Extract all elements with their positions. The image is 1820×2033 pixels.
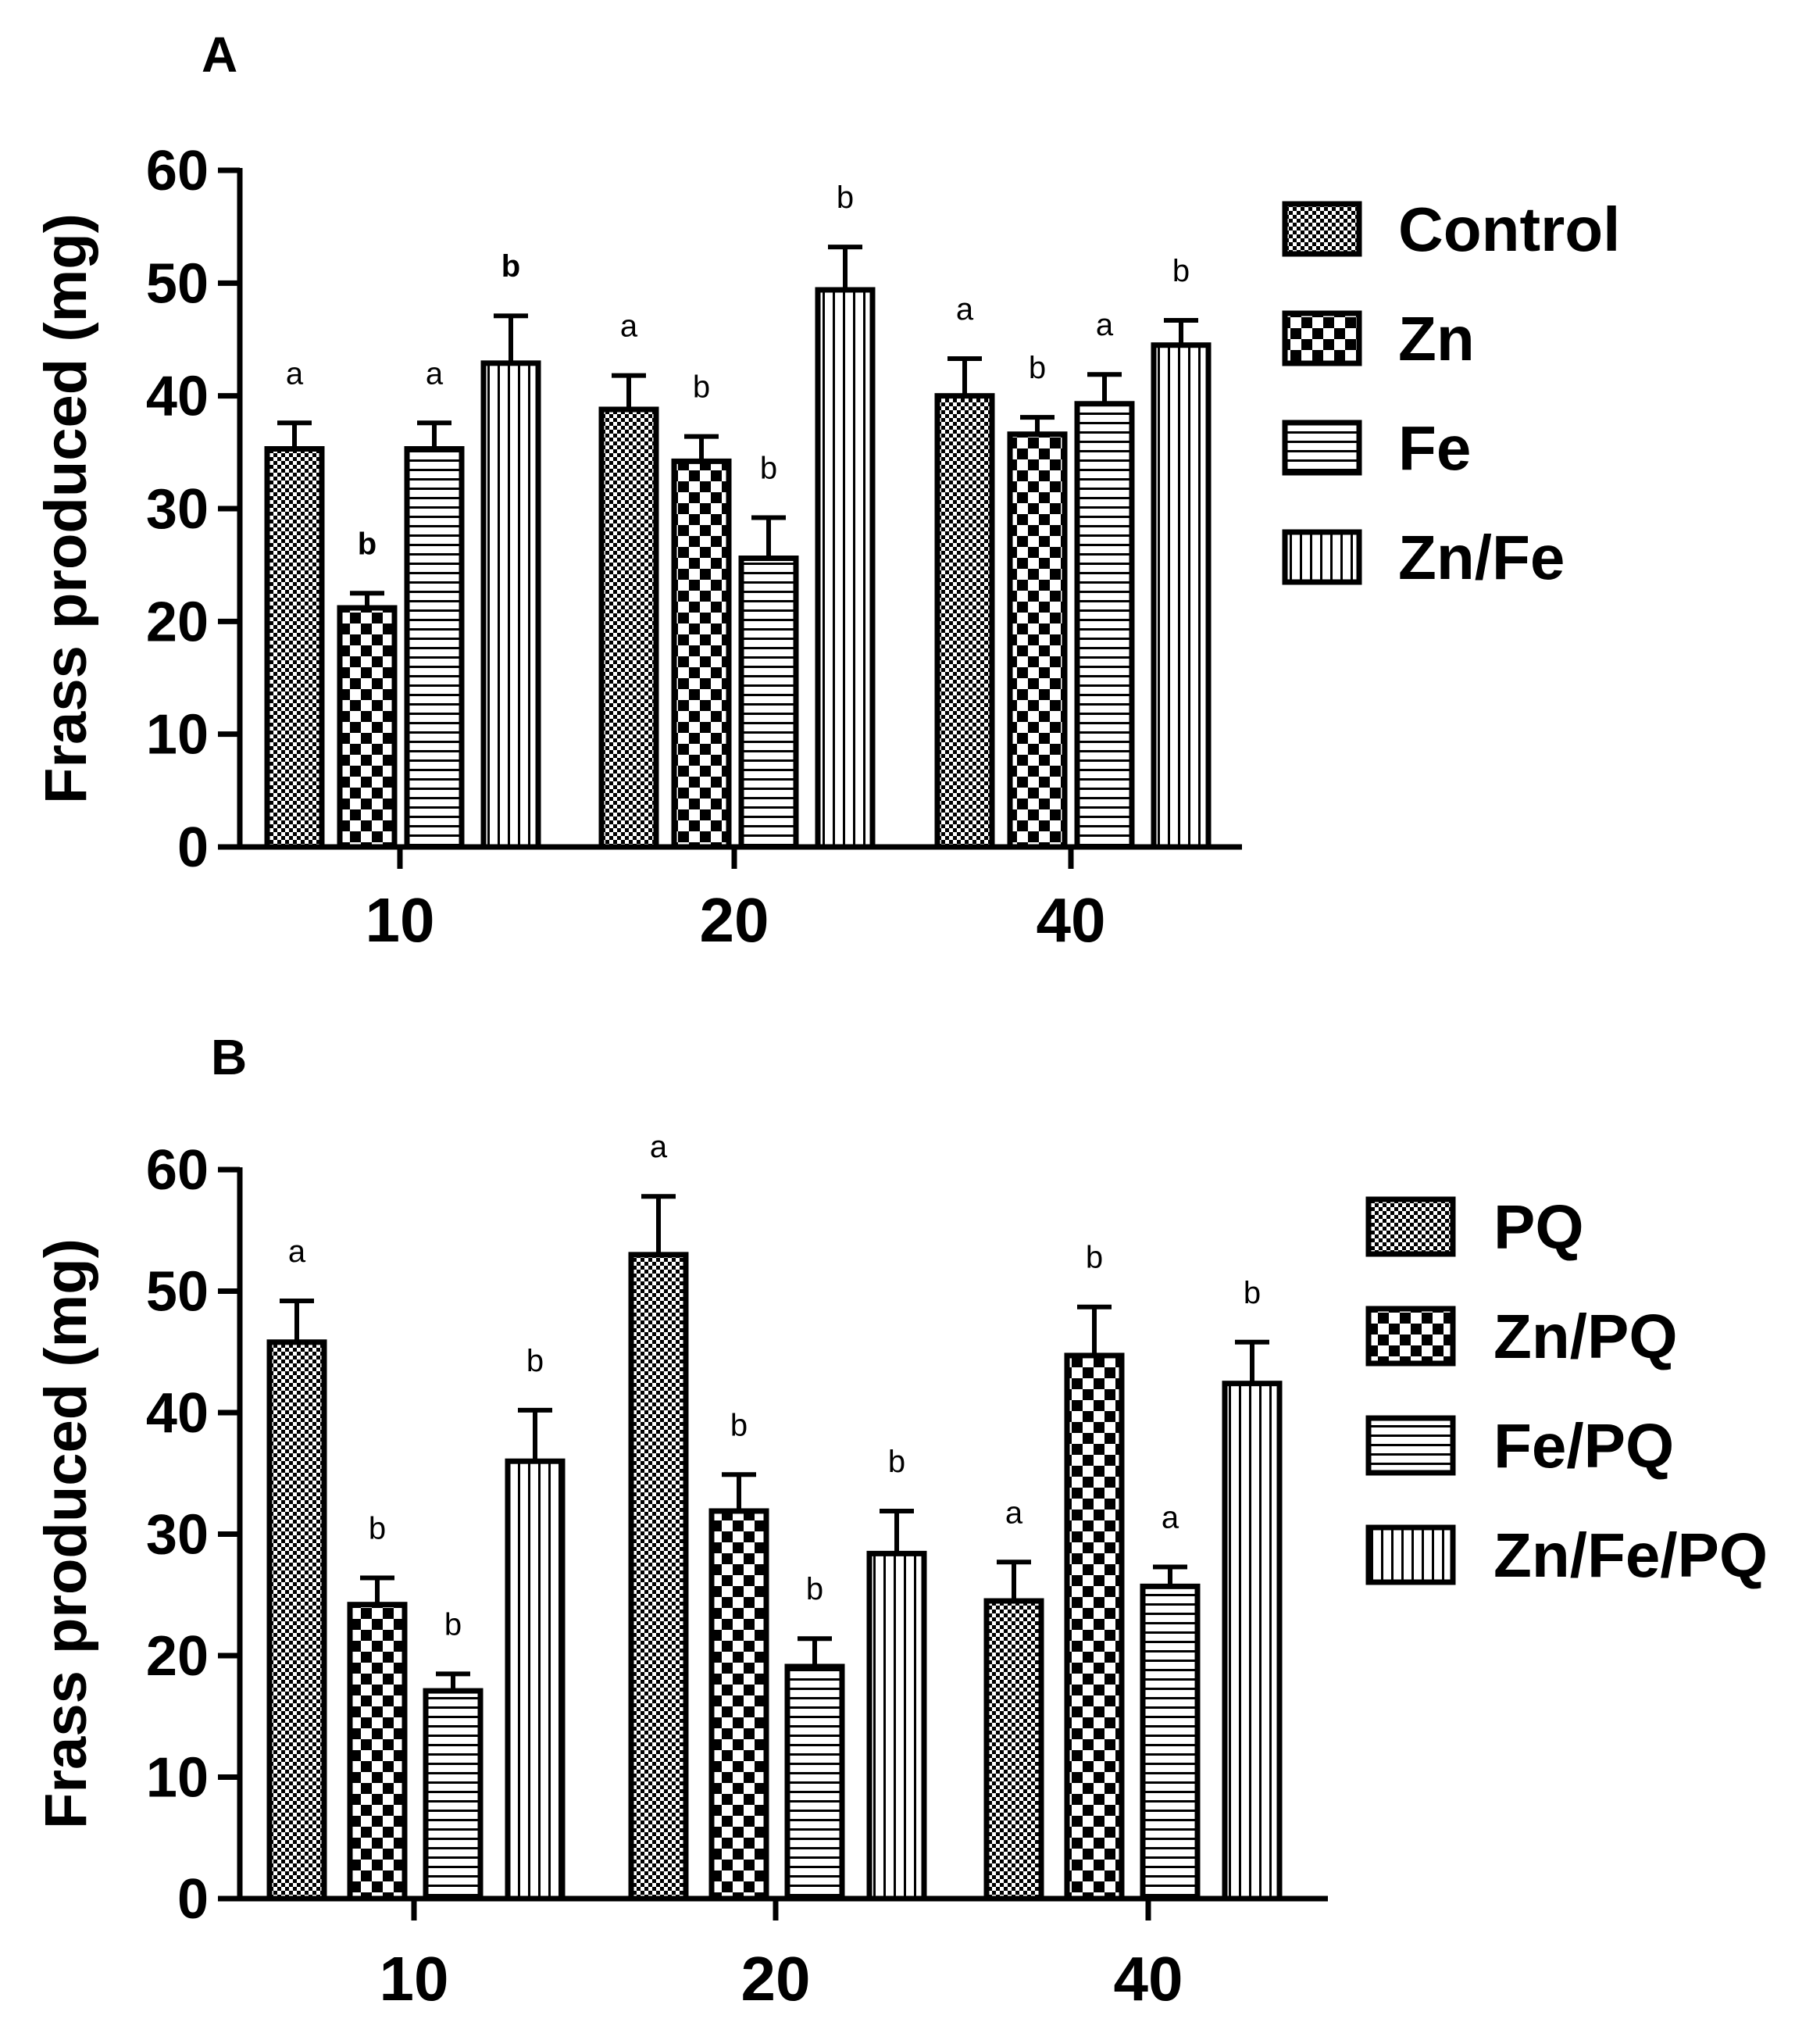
panel-b-bar-fe-pq-20 [784, 1663, 845, 1902]
panel-a-sig-letter-zn-10: b [358, 527, 376, 561]
panel-b-legend-swatch-fe-pq [1365, 1415, 1456, 1476]
panel-b-sig-letter-zn-pq-10: b [369, 1511, 386, 1545]
panel-b-y-tick-label-40: 40 [146, 1382, 209, 1445]
panel-b-legend-label-fe-pq: Fe/PQ [1493, 1411, 1674, 1481]
panel-a-y-tick-label-40: 40 [146, 366, 209, 428]
panel-b-bar-fe-pq-10 [423, 1688, 484, 1902]
panel-a-legend-swatch-control [1282, 201, 1362, 257]
panel-b-x-tick-label-40: 40 [1114, 1944, 1183, 2013]
panel-a-legend-swatch-fe [1282, 420, 1362, 476]
panel-b-letter: B [211, 1029, 247, 1085]
panel-a-bar-zn-fe-40 [1151, 342, 1212, 850]
panel-b-bar-zn-pq-10 [347, 1602, 408, 1902]
panel-a-sig-letter-control-40: a [956, 292, 974, 327]
panel-a-legend-label-zn-fe: Zn/Fe [1398, 523, 1565, 592]
panel-b-y-tick-label-60: 60 [146, 1139, 209, 1202]
panel-b-x-tick-label-20: 20 [741, 1944, 811, 2013]
panel-a-letter: A [202, 27, 237, 83]
panel-a-y-tick-label-0: 0 [177, 816, 209, 879]
panel-b-sig-letter-zn-fe-pq-20: b [888, 1445, 905, 1479]
panel-a-bar-fe-10 [404, 446, 465, 850]
panel-b-bar-pq-40 [983, 1598, 1044, 1902]
panel-b-sig-letter-pq-20: a [650, 1130, 668, 1164]
panel-a-sig-letter-zn-20: b [693, 370, 710, 405]
panel-a-bar-fe-40 [1074, 401, 1135, 850]
panel-a-legend-label-fe: Fe [1398, 413, 1471, 483]
panel-b-bar-fe-pq-40 [1140, 1583, 1201, 1902]
panel-a-bar-zn-fe-20 [815, 287, 876, 850]
panel-a-y-tick-label-50: 50 [146, 252, 209, 315]
panel-a-x-tick-label-10: 10 [366, 885, 435, 955]
panel-b-bar-zn-fe-pq-10 [505, 1458, 566, 1902]
panel-b-y-tick-label-10: 10 [146, 1747, 209, 1810]
panel-a-legend-swatch-zn-fe [1282, 529, 1362, 585]
panel-b-sig-letter-fe-pq-40: a [1162, 1500, 1179, 1535]
panel-b-y-tick-label-20: 20 [146, 1625, 209, 1688]
panel-b-sig-letter-pq-10: a [288, 1234, 306, 1269]
panel-b-y-tick-label-50: 50 [146, 1261, 209, 1324]
panel-a-legend-label-zn: Zn [1398, 304, 1475, 373]
panel-a-y-tick-label-60: 60 [146, 140, 209, 202]
panel-a-y-axis-title: Frass produced (mg) [33, 213, 99, 804]
panel-a-x-tick-label-40: 40 [1037, 885, 1106, 955]
panel-b-sig-letter-zn-fe-pq-40: b [1244, 1276, 1261, 1310]
panel-b-legend-label-zn-pq: Zn/PQ [1493, 1302, 1678, 1371]
panel-b-bar-zn-fe-pq-40 [1222, 1381, 1283, 1902]
panel-a-x-tick-label-20: 20 [700, 885, 769, 955]
panel-a-y-tick-label-10: 10 [146, 704, 209, 766]
panel-b-y-tick-label-30: 30 [146, 1504, 209, 1567]
panel-a-bar-zn-10 [337, 605, 398, 850]
panel-b-y-tick-label-0: 0 [177, 1868, 209, 1931]
panel-a-bar-zn-fe-10 [480, 360, 541, 850]
panel-a-legend-label-control: Control [1398, 195, 1620, 264]
panel-a-sig-letter-control-20: a [620, 309, 638, 344]
panel-a-bar-zn-40 [1007, 431, 1068, 850]
panel-b-bar-pq-20 [628, 1252, 689, 1902]
panel-b-legend-swatch-zn-pq [1365, 1306, 1456, 1367]
panel-a-y-tick-label-20: 20 [146, 591, 209, 653]
panel-a-bar-fe-20 [738, 556, 799, 850]
panel-a-sig-letter-zn-fe-10: b [501, 249, 520, 284]
panel-a-sig-letter-fe-40: a [1096, 308, 1114, 342]
panel-b-x-tick-label-10: 10 [380, 1944, 449, 2013]
panel-a-sig-letter-fe-20: b [760, 452, 777, 486]
panel-a-bar-control-40 [934, 393, 995, 850]
panel-a-sig-letter-fe-10: a [426, 356, 444, 391]
panel-b-bar-zn-pq-20 [708, 1508, 769, 1902]
panel-b-legend-label-pq: PQ [1493, 1192, 1584, 1262]
panel-a-legend-swatch-zn [1282, 310, 1362, 366]
panel-b-sig-letter-fe-pq-10: b [444, 1607, 462, 1642]
panel-b-sig-letter-fe-pq-20: b [806, 1572, 823, 1606]
panel-a-sig-letter-zn-fe-40: b [1172, 254, 1190, 288]
panel-b-sig-letter-zn-pq-40: b [1086, 1241, 1103, 1275]
chart-panel-b: B Frass produced (mg) 0 10 20 30 40 50 60 10 20 40 a… [33, 1029, 1768, 2013]
panel-a-bar-control-20 [598, 406, 659, 850]
panel-a-y-tick-label-30: 30 [146, 478, 209, 541]
panel-a-bar-zn-20 [671, 458, 732, 850]
panel-b-sig-letter-zn-fe-pq-10: b [526, 1344, 544, 1378]
panel-b-legend-swatch-pq [1365, 1196, 1456, 1257]
panel-a-bar-control-10 [264, 446, 325, 850]
panel-a-sig-letter-control-10: a [286, 356, 304, 391]
panel-b-y-axis-title: Frass produced (mg) [33, 1238, 99, 1829]
panel-a-legend: Control Zn Fe Zn/Fe [1282, 195, 1620, 592]
panel-b-legend-swatch-zn-fe-pq [1365, 1524, 1456, 1585]
panel-b-legend: PQ Zn/PQ Fe/PQ Zn/Fe/PQ [1365, 1192, 1768, 1590]
panel-b-sig-letter-zn-pq-20: b [730, 1408, 748, 1442]
panel-b-bar-zn-pq-40 [1064, 1352, 1125, 1902]
panel-b-sig-letter-pq-40: a [1005, 1495, 1023, 1530]
chart-panel-a: A Frass produced (mg) 0 10 20 30 40 50 60 10 20 40 a… [33, 27, 1620, 955]
panel-b-legend-label-zn-fe-pq: Zn/Fe/PQ [1493, 1520, 1768, 1590]
panel-a-sig-letter-zn-fe-20: b [837, 180, 854, 215]
panel-b-bar-zn-fe-pq-20 [866, 1550, 927, 1902]
panel-a-sig-letter-zn-40: b [1029, 351, 1046, 385]
panel-b-bar-pq-10 [266, 1339, 327, 1902]
